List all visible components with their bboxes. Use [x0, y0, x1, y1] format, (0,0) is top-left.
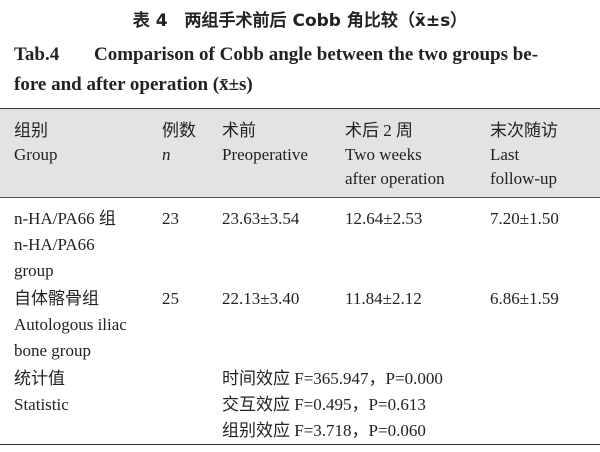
header-cell: n: [162, 145, 171, 164]
table-cell: 12.64±2.53: [345, 209, 423, 228]
bottom-rule: [0, 444, 600, 445]
header-cell: 例数: [162, 121, 196, 140]
caption-label: Tab.4: [14, 44, 60, 65]
statistic-line: 交互效应 F=0.495，P=0.613: [222, 395, 426, 414]
table-cell: 自体髂骨组: [14, 289, 99, 308]
header-cell: Last: [490, 145, 520, 164]
table-cell: 23.63±3.54: [222, 209, 300, 228]
table-cell: 6.86±1.59: [490, 289, 559, 308]
statistic-line: 时间效应 F=365.947，P=0.000: [222, 369, 443, 388]
header-cell: 末次随访: [490, 121, 558, 140]
table-cell: 11.84±2.12: [345, 289, 422, 308]
statistic-line: 组别效应 F=3.718，P=0.060: [222, 421, 426, 440]
table-cell: n-HA/PA66 组: [14, 209, 116, 228]
table-cell: n-HA/PA66: [14, 235, 95, 254]
header-cell: after operation: [345, 169, 445, 188]
header-cell: Two weeks: [345, 145, 422, 164]
header-cell: follow-up: [490, 169, 558, 188]
table-cell: 7.20±1.50: [490, 209, 559, 228]
header-cell: 术前: [222, 121, 256, 140]
caption-en: fore and after operation (x̄±s): [14, 74, 253, 95]
table-cell: 23: [162, 209, 179, 228]
header-cell: Group: [14, 145, 58, 164]
table-cell: group: [14, 261, 54, 280]
header-background: [0, 108, 600, 198]
header-cell: 术后 2 周: [345, 121, 413, 140]
statistic-label: Statistic: [14, 395, 69, 414]
table-cell: 22.13±3.40: [222, 289, 300, 308]
table-cell: bone group: [14, 341, 91, 360]
caption-cn: 表 4 两组手术前后 Cobb 角比较（x̄±s）: [132, 11, 468, 31]
statistic-label: 统计值: [14, 369, 65, 388]
header-cell: 组别: [14, 121, 48, 140]
table-cell: 25: [162, 289, 179, 308]
header-cell: Preoperative: [222, 145, 308, 164]
table-cell: Autologous iliac: [14, 315, 127, 334]
caption-en: Comparison of Cobb angle between the two…: [94, 44, 539, 65]
